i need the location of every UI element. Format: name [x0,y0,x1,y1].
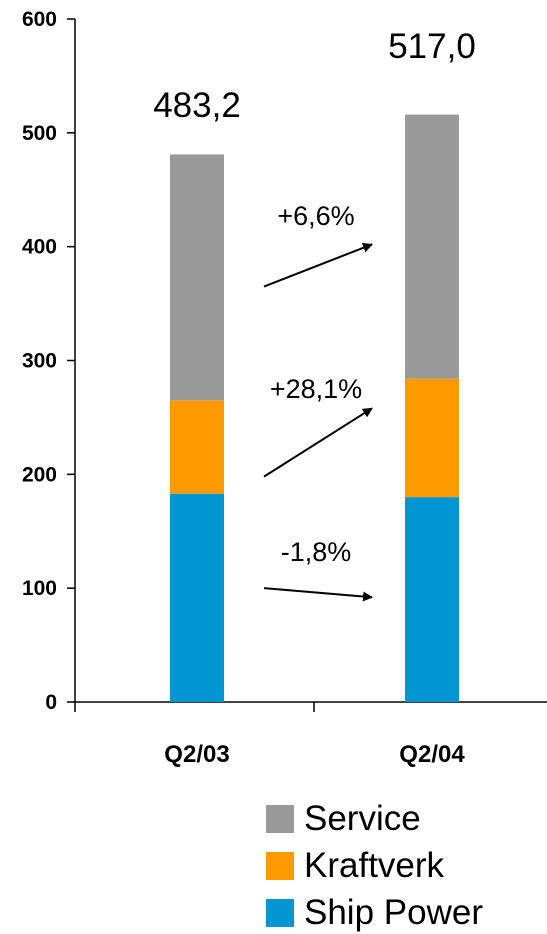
total-label: 517,0 [388,27,476,66]
bar-kraftverk [405,378,459,498]
y-tick-label: 300 [22,350,57,373]
x-tick-label: Q2/04 [399,741,465,768]
y-tick-label: 0 [45,691,57,714]
y-tick-label: 100 [22,577,57,600]
change-arrow [263,407,373,478]
bar-service [170,154,224,401]
legend-label: Ship Power [304,893,483,932]
change-arrows: +6,6% +28,1% -1,8% [263,201,373,602]
legend-label: Kraftverk [304,846,445,885]
total-label: 483,2 [153,86,241,125]
y-tick-label: 400 [22,236,57,259]
bar-service [405,114,459,379]
legend: Service Kraftverk Ship Power [266,799,483,932]
y-tick-label: 200 [22,463,57,486]
legend-swatch [266,805,294,833]
legend-label: Service [304,799,421,838]
y-tick-label: 600 [22,8,57,31]
axes: 0 100 200 300 400 500 600 [22,8,547,714]
change-label: -1,8% [281,537,352,567]
bars [170,114,459,702]
change-arrow [263,243,373,288]
x-tick-label: Q2/03 [164,741,229,768]
bar-kraftverk [170,400,224,494]
bar-ship-power [405,497,459,702]
legend-swatch [266,852,294,880]
y-tick-label: 500 [22,122,57,145]
bar-ship-power [170,493,224,702]
change-label: +28,1% [270,374,362,404]
change-label: +6,6% [277,201,354,231]
legend-swatch [266,899,294,927]
change-arrow [263,587,373,602]
labels: Q2/03 Q2/04 483,2 517,0 [153,27,476,768]
